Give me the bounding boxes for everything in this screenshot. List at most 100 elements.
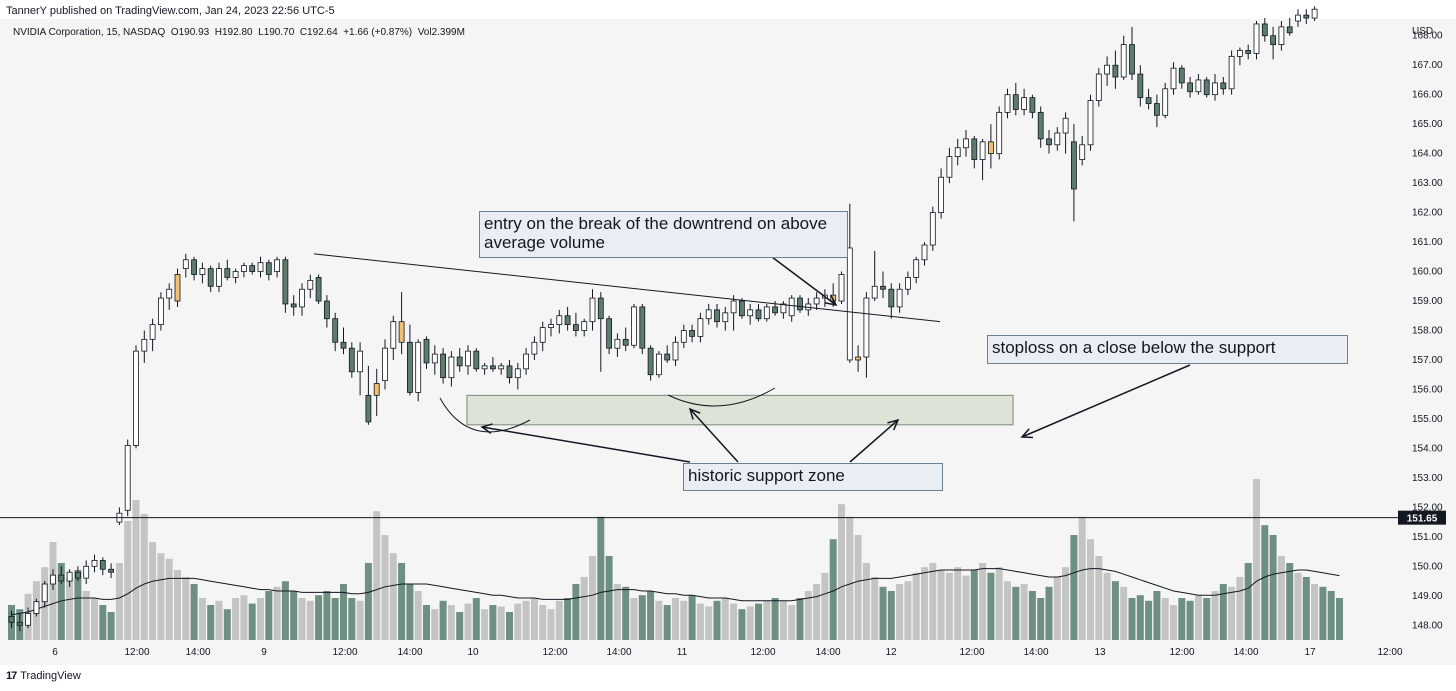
volume-bar — [1170, 605, 1177, 640]
candle-body — [481, 365, 488, 370]
volume-bar — [547, 609, 555, 640]
candle-body — [1187, 82, 1193, 93]
candle-body — [1178, 67, 1185, 84]
candle-body — [348, 347, 355, 373]
candle-body — [390, 321, 397, 349]
volume-bar — [779, 600, 787, 640]
candle-body — [99, 560, 106, 570]
x-tick-label: 12:00 — [542, 647, 567, 658]
candle-body — [373, 383, 380, 396]
x-tick-label: 14:00 — [1023, 647, 1048, 658]
volume-bar — [165, 558, 173, 640]
volume-bar — [1120, 586, 1128, 640]
volume-bar — [315, 595, 323, 640]
support-zone-annotation[interactable]: historic support zone — [683, 463, 943, 491]
candle-body — [498, 365, 505, 370]
volume-bar — [198, 598, 206, 640]
candle-body — [888, 288, 895, 308]
candle-body — [1154, 103, 1160, 116]
volume-bar — [871, 577, 879, 640]
candle-body — [1021, 97, 1027, 110]
candle-body — [589, 297, 596, 323]
x-tick-label: 6 — [52, 647, 58, 658]
y-tick-label: 151.00 — [1412, 532, 1443, 543]
x-tick-label: 12:00 — [332, 647, 357, 658]
volume-bar — [622, 586, 630, 640]
volume-bar — [406, 584, 414, 640]
x-tick-label: 12:00 — [124, 647, 149, 658]
volume-ma-layer — [11, 568, 1340, 616]
y-tick-label: 150.00 — [1412, 561, 1443, 572]
candle-body — [1029, 97, 1036, 113]
candle-body — [1311, 8, 1318, 19]
volume-bar — [522, 600, 530, 640]
volume-bar — [1211, 591, 1219, 640]
candle-body — [689, 330, 695, 337]
volume-bar — [755, 603, 762, 640]
axes-layer: 151.65 168.00 167.00 166.00 165.00 164.00 163.… — [52, 26, 1446, 658]
x-tick-label: 12:00 — [959, 647, 984, 658]
volume-bar — [738, 609, 746, 640]
candle-body — [772, 306, 778, 314]
volume-ma-line — [11, 568, 1340, 616]
volume-bar — [1145, 600, 1153, 640]
volume-bar — [182, 577, 190, 640]
volume-bar — [580, 577, 588, 640]
volume-bar — [497, 606, 505, 640]
stoploss-annotation[interactable]: stoploss on a close below the support — [987, 335, 1348, 364]
candle-body — [249, 265, 256, 272]
candle-body — [91, 560, 98, 567]
volume-bar — [1012, 586, 1020, 640]
volume-bar — [306, 600, 314, 640]
candle-body — [863, 297, 870, 358]
candle-body — [489, 365, 496, 370]
volume-bar — [1028, 591, 1036, 640]
tradingview-footer[interactable]: 17 TradingView — [6, 670, 81, 682]
volume-bar — [1302, 577, 1310, 640]
candle-body — [1237, 50, 1243, 57]
candle-body — [1212, 82, 1218, 96]
volume-bar — [887, 591, 895, 640]
x-tick-label: 12:00 — [1169, 647, 1194, 658]
volume-bar — [555, 600, 563, 640]
volume-bar — [373, 511, 381, 640]
candle-body — [75, 571, 81, 579]
volume-bar — [157, 553, 165, 640]
candle-body — [622, 338, 629, 346]
candle-body — [921, 244, 928, 261]
volume-bar — [655, 600, 663, 640]
support-arrow-left-head — [480, 423, 493, 434]
low-curve-1 — [439, 397, 531, 433]
volume-bar — [904, 581, 912, 640]
support-arrow-right — [849, 419, 899, 463]
stoploss-arrow-head — [1020, 428, 1034, 439]
y-tick-label: 155.00 — [1412, 414, 1443, 425]
volume-bar — [273, 586, 281, 640]
volume-bar — [1004, 581, 1011, 640]
volume-bar — [1277, 556, 1285, 640]
volume-bar — [348, 598, 356, 640]
candle-body — [8, 616, 15, 623]
entry-annotation[interactable]: entry on the break of the downtrend on a… — [479, 211, 848, 258]
volume-bar — [663, 605, 671, 640]
y-tick-label: 153.00 — [1412, 473, 1443, 484]
candle-body — [938, 176, 944, 213]
volume-bar — [638, 595, 646, 640]
candle-body — [157, 297, 164, 326]
y-tick-label: 148.00 — [1412, 620, 1443, 631]
candle-body — [1286, 26, 1293, 34]
candle-body — [58, 574, 65, 582]
candle-body — [1195, 79, 1202, 93]
volume-bar — [1286, 563, 1294, 640]
candle-body — [133, 350, 139, 446]
volume-bar — [771, 598, 779, 640]
volume-bar — [489, 605, 497, 640]
candle-body — [963, 138, 969, 149]
volume-bar — [945, 572, 953, 640]
candle-body — [1087, 100, 1094, 146]
y-tick-label: 162.00 — [1412, 208, 1443, 219]
volume-bar — [91, 598, 98, 640]
candle-body — [755, 309, 762, 320]
volume-bar — [713, 600, 721, 640]
